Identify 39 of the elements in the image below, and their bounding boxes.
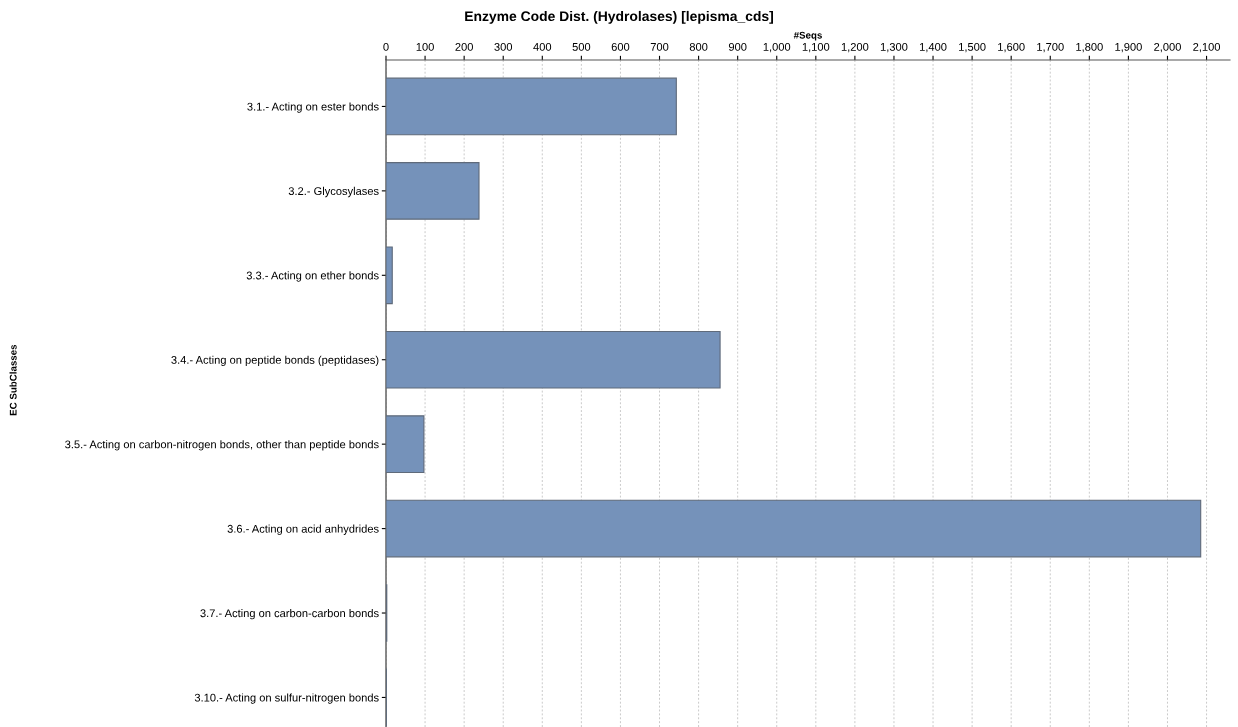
y-tick-label: 3.1.- Acting on ester bonds: [247, 102, 379, 113]
x-tick-label: 1,400: [919, 42, 947, 53]
bar: [386, 330, 721, 389]
x-tick-label: 500: [572, 42, 591, 51]
y-tick-label: 3.7.- Acting on carbon-carbon bonds: [200, 608, 379, 620]
y-axis-title: EC SubClasses: [9, 344, 17, 416]
x-tick-label: 0: [383, 42, 389, 51]
x-tick-label: 1,200: [841, 42, 869, 53]
x-tick-label: 1,900: [1115, 42, 1142, 53]
bar: [386, 415, 425, 473]
x-tick-label: 1,000: [763, 42, 791, 53]
x-tick-label: 800: [689, 42, 708, 51]
chart-title: Enzyme Code Dist. (Hydrolases) [lepisma_cds]: [465, 10, 773, 24]
x-tick-label: 600: [611, 42, 630, 51]
x-tick-label: 300: [494, 42, 513, 51]
x-tick-label: 400: [533, 42, 552, 51]
x-tick-label: 1,600: [998, 42, 1025, 53]
x-tick-label: 1,300: [880, 42, 908, 53]
bar: [386, 77, 677, 136]
x-tick-label: 1,700: [1037, 42, 1064, 53]
x-tick-label: 100: [416, 42, 434, 51]
y-tick-label: 3.5.- Acting on carbon-nitrogen bonds, other than peptide bonds: [65, 440, 379, 451]
bar: [386, 499, 1202, 558]
bar: [386, 162, 480, 220]
bar: [386, 246, 393, 305]
x-tick-label: 700: [650, 42, 669, 51]
x-tick-label: 200: [455, 42, 473, 51]
x-tick-label: 2,100: [1193, 42, 1221, 53]
y-tick-label: 3.4.- Acting on peptide bonds (peptidases): [171, 355, 379, 367]
x-axis-title: #Seqs: [793, 31, 822, 41]
y-tick-label: 3.3.- Acting on ether bonds: [246, 271, 379, 282]
x-tick-label: 2,000: [1154, 42, 1181, 53]
y-tick-label: 3.10.- Acting on sulfur-nitrogen bonds: [194, 693, 379, 704]
x-tick-label: 1,100: [802, 42, 830, 53]
x-tick-label: 1,800: [1076, 42, 1103, 53]
x-tick-label: 900: [728, 42, 747, 51]
y-tick-label: 3.2.- Glycosylases: [288, 186, 379, 198]
x-tick-label: 1,500: [959, 42, 986, 53]
y-tick-label: 3.6.- Acting on acid anhydrides: [227, 524, 379, 535]
